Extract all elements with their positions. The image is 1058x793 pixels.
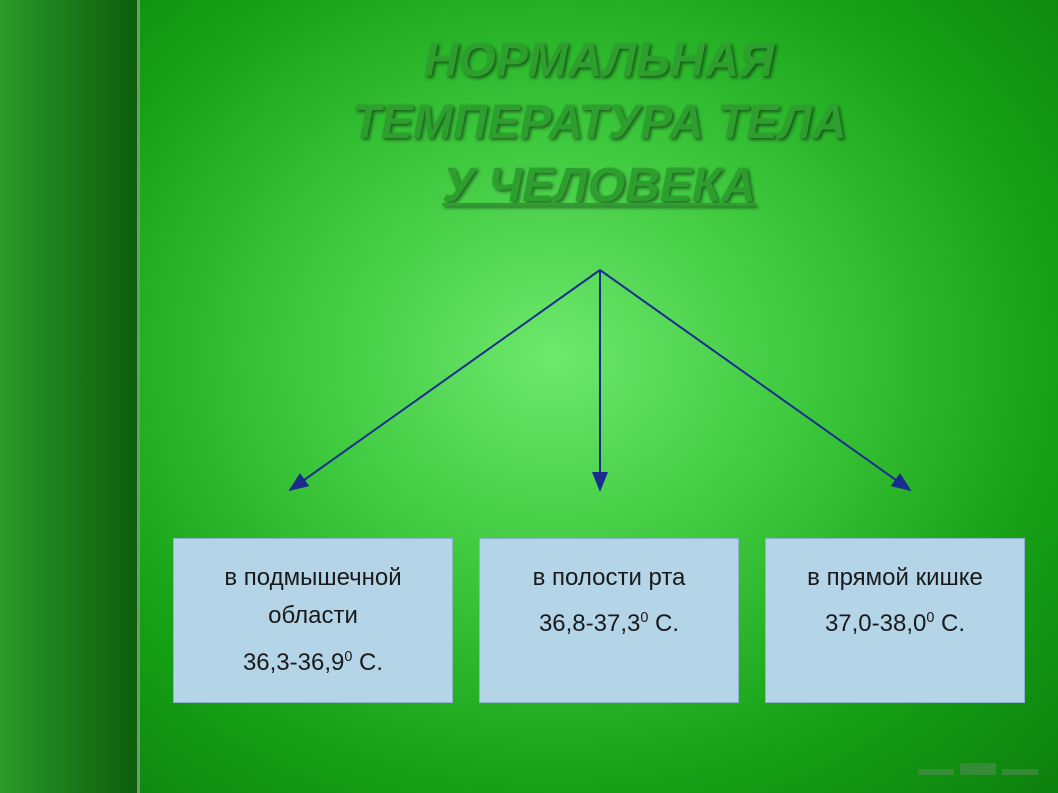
box-mouth-label: в полости рта xyxy=(498,559,720,597)
box-mouth: в полости рта 36,8-37,30 С. xyxy=(479,538,739,703)
box-mouth-value: 36,8-37,30 С. xyxy=(498,605,720,643)
box-armpit: в подмышечной области 36,3-36,90 С. xyxy=(173,538,453,703)
slide-sidebar xyxy=(0,0,140,793)
decor-bar xyxy=(960,763,996,775)
main-area: НОРМАЛЬНАЯ ТЕМПЕРАТУРА ТЕЛА У ЧЕЛОВЕКА в… xyxy=(140,0,1058,793)
decor-bar xyxy=(918,769,954,775)
boxes-row: в подмышечной области 36,3-36,90 С. в по… xyxy=(140,538,1058,703)
slide-title: НОРМАЛЬНАЯ ТЕМПЕРАТУРА ТЕЛА У ЧЕЛОВЕКА xyxy=(186,30,1012,217)
title-line-3: У ЧЕЛОВЕКА xyxy=(442,159,756,212)
decor-bar xyxy=(1002,769,1038,775)
box-armpit-value: 36,3-36,90 С. xyxy=(192,644,434,682)
slide-container: НОРМАЛЬНАЯ ТЕМПЕРАТУРА ТЕЛА У ЧЕЛОВЕКА в… xyxy=(0,0,1058,793)
box-rectum-label: в прямой кишке xyxy=(784,559,1006,597)
title-line-1: НОРМАЛЬНАЯ xyxy=(424,34,775,87)
box-armpit-label: в подмышечной области xyxy=(192,559,434,636)
title-line-2: ТЕМПЕРАТУРА ТЕЛА xyxy=(351,96,846,149)
decor-bottom xyxy=(918,763,1038,775)
box-rectum-value: 37,0-38,00 С. xyxy=(784,605,1006,643)
box-rectum: в прямой кишке 37,0-38,00 С. xyxy=(765,538,1025,703)
